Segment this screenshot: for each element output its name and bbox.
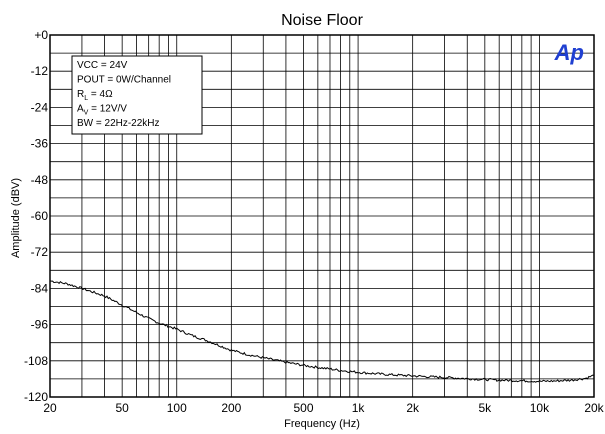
annotation-rl-subscript: L bbox=[84, 95, 88, 102]
annotation-box: VCC = 24V POUT = 0W/Channel RL = 4Ω AV = 12… bbox=[71, 55, 203, 135]
noise-floor-curve bbox=[49, 280, 595, 383]
annotation-av-subscript: V bbox=[84, 110, 89, 117]
annotation-bw: BW = 22Hz-22kHz bbox=[77, 118, 160, 129]
ap-logo-icon: Ap bbox=[554, 40, 584, 65]
annotation-av-value: = 12V/V bbox=[88, 104, 127, 115]
chart-title: Noise Floor bbox=[281, 12, 363, 29]
y-tick-label: -72 bbox=[31, 245, 49, 259]
x-tick-label: 500 bbox=[293, 401, 313, 415]
y-tick-label: +0 bbox=[34, 28, 48, 42]
annotation-rl: RL = 4Ω bbox=[77, 89, 113, 102]
annotation-rl-value: = 4Ω bbox=[88, 89, 113, 100]
y-axis-label: Amplitude (dBV) bbox=[10, 178, 22, 258]
y-tick-label: -24 bbox=[31, 100, 49, 114]
x-tick-label: 2k bbox=[406, 401, 420, 415]
annotation-av-symbol: A bbox=[77, 104, 84, 115]
y-tick-label: -108 bbox=[24, 354, 48, 368]
x-tick-label: 100 bbox=[167, 401, 187, 415]
plot-frame bbox=[49, 34, 595, 398]
annotation-av: AV = 12V/V bbox=[77, 104, 127, 117]
annotation-rl-symbol: R bbox=[77, 89, 84, 100]
y-tick-label: -96 bbox=[31, 318, 49, 332]
y-tick-label: -12 bbox=[31, 64, 49, 78]
y-tick-label: -60 bbox=[31, 209, 49, 223]
annotation-vcc: VCC = 24V bbox=[77, 60, 128, 71]
x-tick-label: 20 bbox=[43, 401, 57, 415]
x-tick-label: 5k bbox=[478, 401, 492, 415]
y-tick-label: -48 bbox=[31, 173, 49, 187]
x-tick-label: 200 bbox=[221, 401, 241, 415]
y-tick-label: -84 bbox=[31, 281, 49, 295]
x-axis-label: Frequency (Hz) bbox=[284, 418, 360, 430]
x-tick-label: 1k bbox=[352, 401, 366, 415]
annotation-pout: POUT = 0W/Channel bbox=[77, 75, 171, 86]
annotation-frame bbox=[71, 55, 203, 135]
y-tick-label: -120 bbox=[24, 390, 48, 404]
x-tick-label: 10k bbox=[530, 401, 550, 415]
tick-labels: 20 50 100 200 500 1k 2k 5k 10k 20k +0 -12 -24 -36 -48 -… bbox=[24, 28, 605, 415]
x-tick-label: 20k bbox=[584, 401, 604, 415]
y-tick-label: -36 bbox=[31, 137, 49, 151]
x-tick-label: 50 bbox=[115, 401, 129, 415]
